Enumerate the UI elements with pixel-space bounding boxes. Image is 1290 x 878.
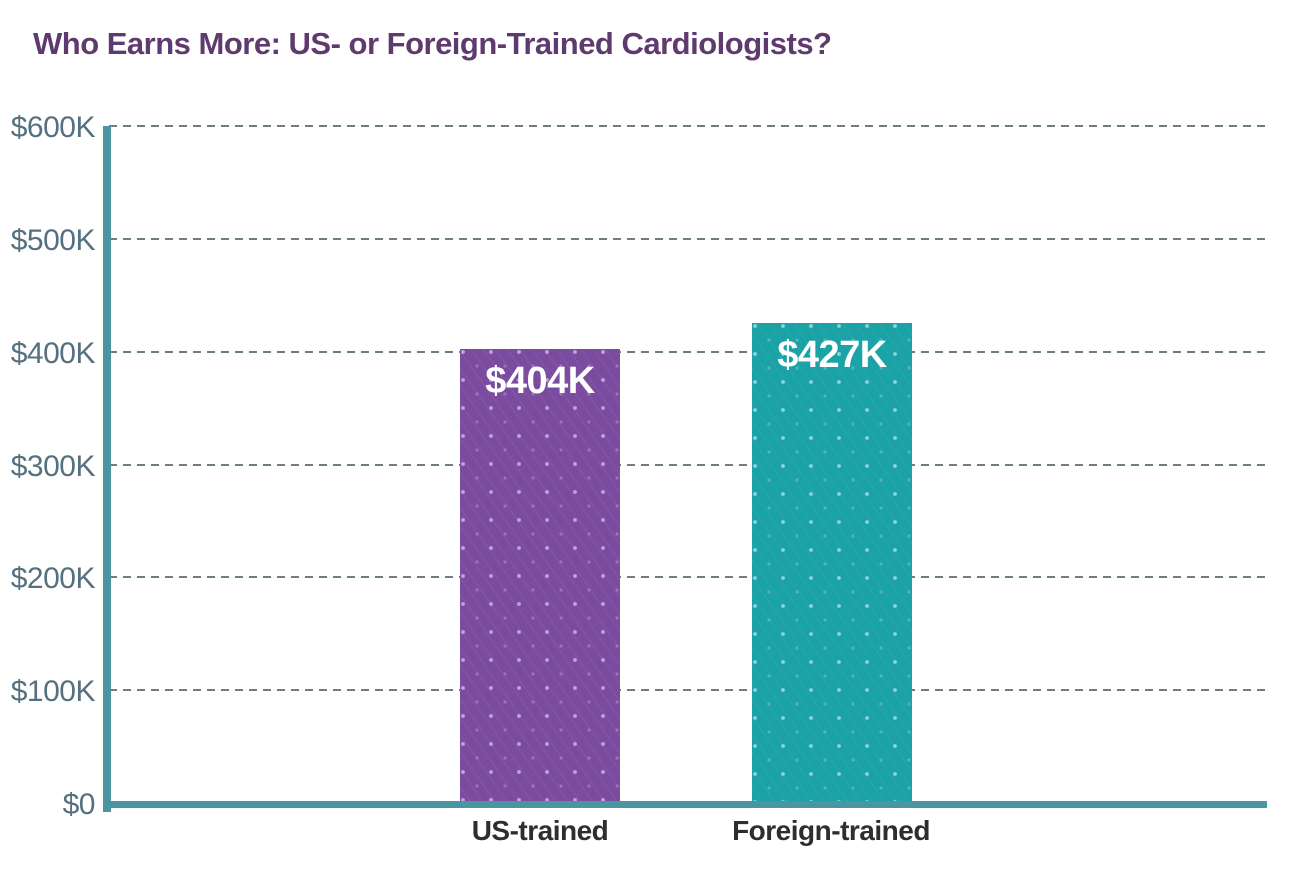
bar-value-label-foreign: $427K	[777, 334, 887, 377]
y-tick-label: $600K	[10, 111, 96, 144]
y-tick-label: $500K	[10, 223, 96, 257]
y-tick-label: $100K	[10, 675, 96, 709]
y-axis-line	[103, 126, 111, 812]
y-tick-label: $300K	[10, 449, 96, 483]
y-tick-label: $0	[62, 788, 96, 821]
y-tick-label: $200K	[10, 562, 96, 596]
plot-area: $0 $100K $200K $300K $400K $500K $600K $404K $…	[11, 111, 1267, 846]
gridline	[109, 237, 1267, 240]
x-tick-label-us-trained: US-trained	[471, 815, 609, 846]
bar-us-trained: $404K	[460, 349, 620, 805]
gridline	[109, 576, 1267, 579]
chart-title: Who Earns More: US- or Foreign-Trained C…	[33, 26, 832, 61]
gridline	[109, 463, 1267, 466]
bar-value-label-us: $404K	[485, 360, 595, 403]
gridline	[109, 689, 1267, 692]
bar-foreign-trained: $427K	[752, 323, 912, 805]
gridline	[109, 125, 1267, 127]
x-axis-line	[103, 801, 1267, 808]
gridline	[109, 350, 1267, 353]
x-tick-label-foreign-trained: Foreign-trained	[732, 815, 930, 846]
y-tick-label: $400K	[10, 336, 96, 370]
